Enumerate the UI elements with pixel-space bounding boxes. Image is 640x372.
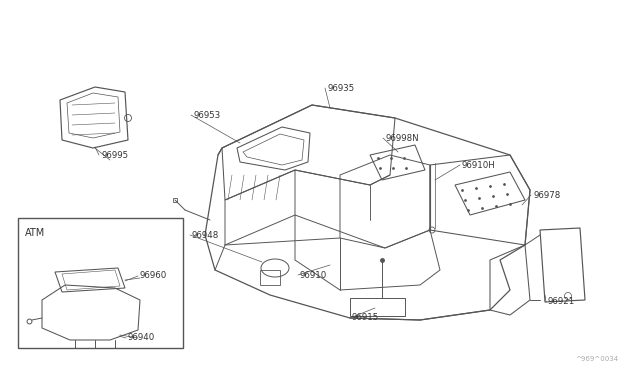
Text: 96948: 96948 (192, 231, 220, 240)
Bar (260, 270, 280, 285)
Text: 96910H: 96910H (462, 160, 496, 170)
Text: 96960: 96960 (140, 272, 167, 280)
Text: ATM: ATM (25, 228, 45, 238)
Text: 96995: 96995 (101, 151, 128, 160)
Bar (350, 298, 405, 316)
Text: 96921: 96921 (548, 298, 575, 307)
Text: 96940: 96940 (128, 334, 156, 343)
Text: 96910: 96910 (300, 270, 327, 279)
Text: 96978: 96978 (533, 190, 560, 199)
Text: 96935: 96935 (327, 83, 355, 93)
Text: 96915: 96915 (352, 314, 380, 323)
Text: 96953: 96953 (193, 110, 220, 119)
Text: ^969^0034: ^969^0034 (575, 356, 618, 362)
Bar (18, 218, 183, 348)
Text: 96998N: 96998N (385, 134, 419, 142)
